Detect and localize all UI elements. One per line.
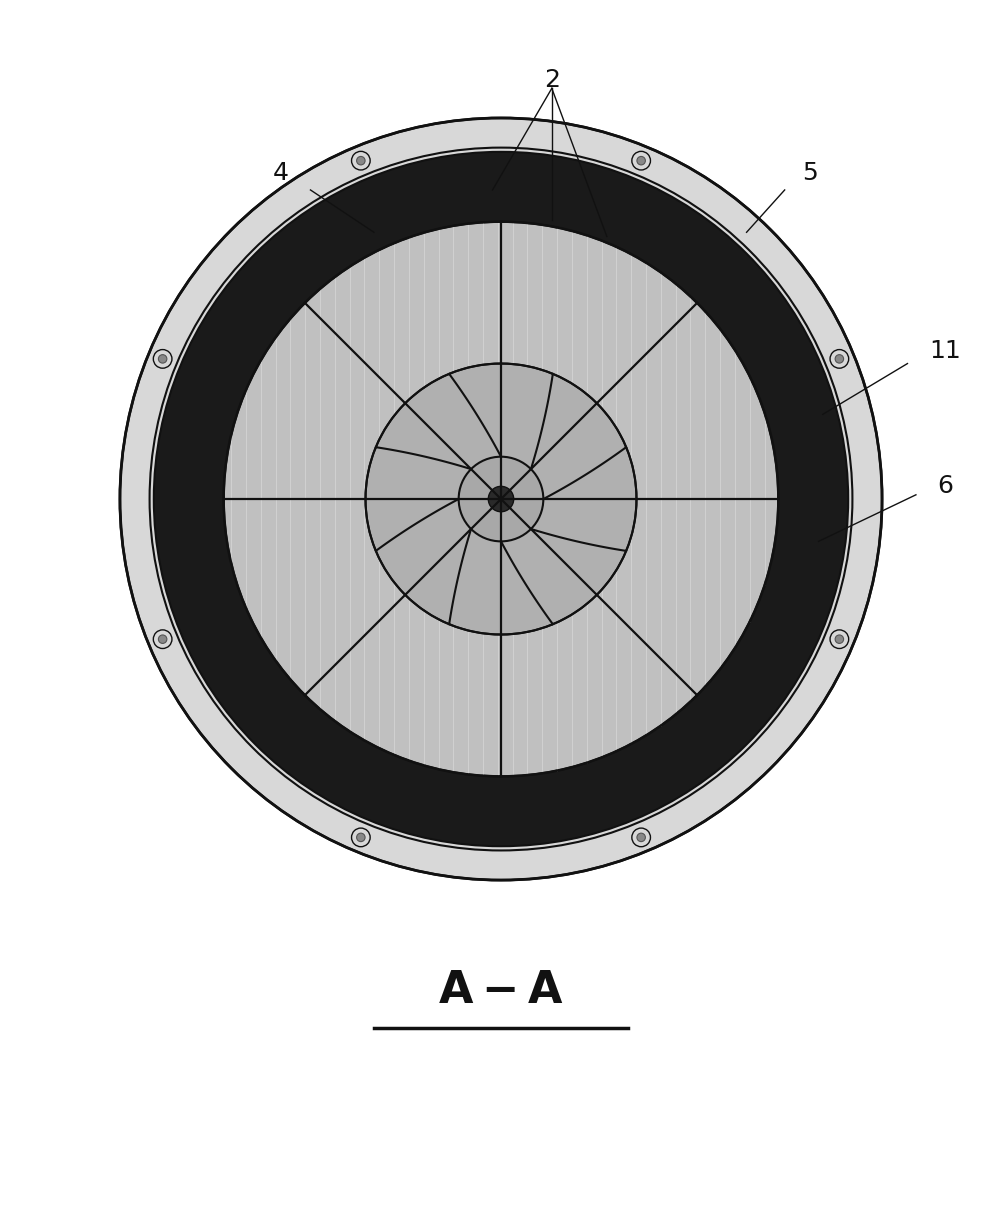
Circle shape (637, 833, 645, 841)
Circle shape (154, 152, 848, 846)
Circle shape (223, 222, 779, 777)
Circle shape (158, 354, 167, 363)
Circle shape (830, 350, 849, 368)
Circle shape (366, 363, 636, 635)
Circle shape (352, 828, 370, 846)
Circle shape (459, 456, 543, 541)
Circle shape (835, 354, 844, 363)
Circle shape (153, 350, 172, 368)
Text: 5: 5 (803, 161, 818, 185)
Text: 4: 4 (273, 161, 289, 185)
Circle shape (357, 833, 365, 841)
Circle shape (632, 828, 650, 846)
Circle shape (632, 152, 650, 170)
Text: 11: 11 (930, 339, 962, 363)
Circle shape (352, 152, 370, 170)
Text: $\mathbf{A-A}$: $\mathbf{A-A}$ (438, 969, 564, 1011)
Circle shape (120, 118, 882, 880)
Circle shape (830, 630, 849, 648)
Text: 2: 2 (544, 68, 560, 92)
Circle shape (153, 630, 172, 648)
Circle shape (488, 487, 514, 512)
Circle shape (357, 157, 365, 165)
Circle shape (158, 635, 167, 643)
Text: 6: 6 (938, 475, 954, 498)
Circle shape (637, 157, 645, 165)
Circle shape (835, 635, 844, 643)
